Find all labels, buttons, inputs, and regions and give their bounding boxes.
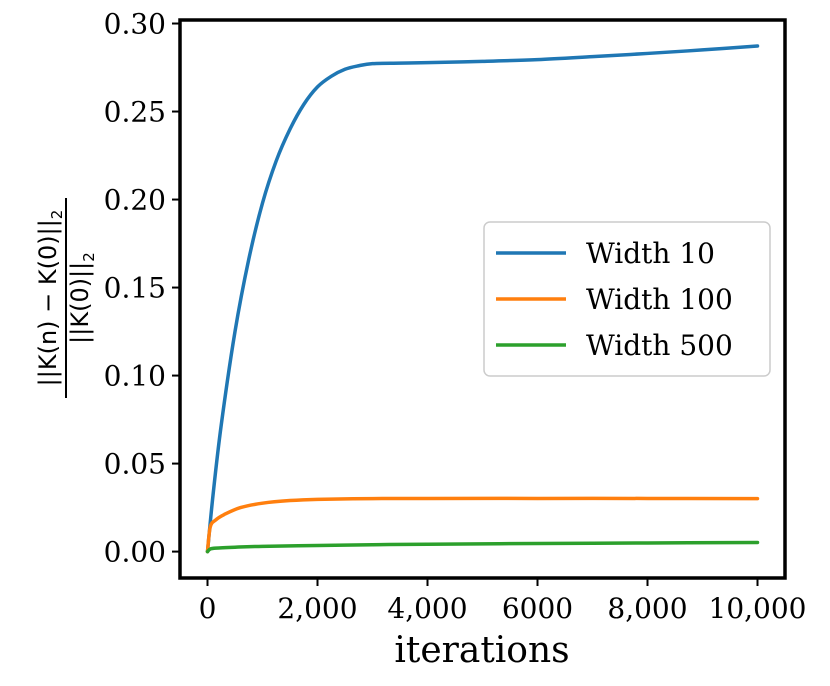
y-tick-label: 0.10 (104, 360, 166, 393)
x-tick-label: 0 (199, 592, 217, 625)
y-tick-label: 0.05 (104, 448, 166, 481)
series-line (205, 44, 760, 554)
x-tick-label: 4,000 (387, 592, 467, 625)
y-axis-title: ||K(n) − K(0)||2 ||K(0)||2 (34, 198, 98, 398)
y-axis-title-numerator: ||K(n) − K(0)||2 (34, 210, 66, 387)
x-tick-label: 6000 (502, 592, 573, 625)
x-tick-label: 8,000 (607, 592, 687, 625)
legend-box (483, 221, 771, 377)
legend-label: Width 100 (586, 283, 733, 316)
series-line (205, 540, 760, 554)
y-axis-title-denominator: ||K(0)||2 (66, 252, 98, 344)
x-tick-label: 2,000 (277, 592, 357, 625)
y-tick-label: 0.20 (104, 184, 166, 217)
series-layer (205, 44, 760, 554)
y-tick-label: 0.15 (104, 272, 166, 305)
series-line (205, 496, 760, 554)
y-tick-label: 0.30 (104, 8, 166, 41)
y-tick-label: 0.00 (104, 536, 166, 569)
legend-label: Width 10 (586, 237, 715, 270)
y-axis: 0.00 0.05 0.10 0.15 0.20 0.25 0.30 (104, 8, 180, 569)
y-tick-label: 0.25 (104, 96, 166, 129)
plot-frame (178, 18, 787, 580)
x-tick-label: 10,000 (709, 592, 807, 625)
x-axis-title: iterations (394, 630, 569, 671)
legend: Width 10 Width 100 Width 500 (483, 221, 771, 377)
x-axis: 0 2,000 4,000 6000 8,000 10,000 (199, 578, 807, 625)
legend-label: Width 500 (586, 329, 733, 362)
